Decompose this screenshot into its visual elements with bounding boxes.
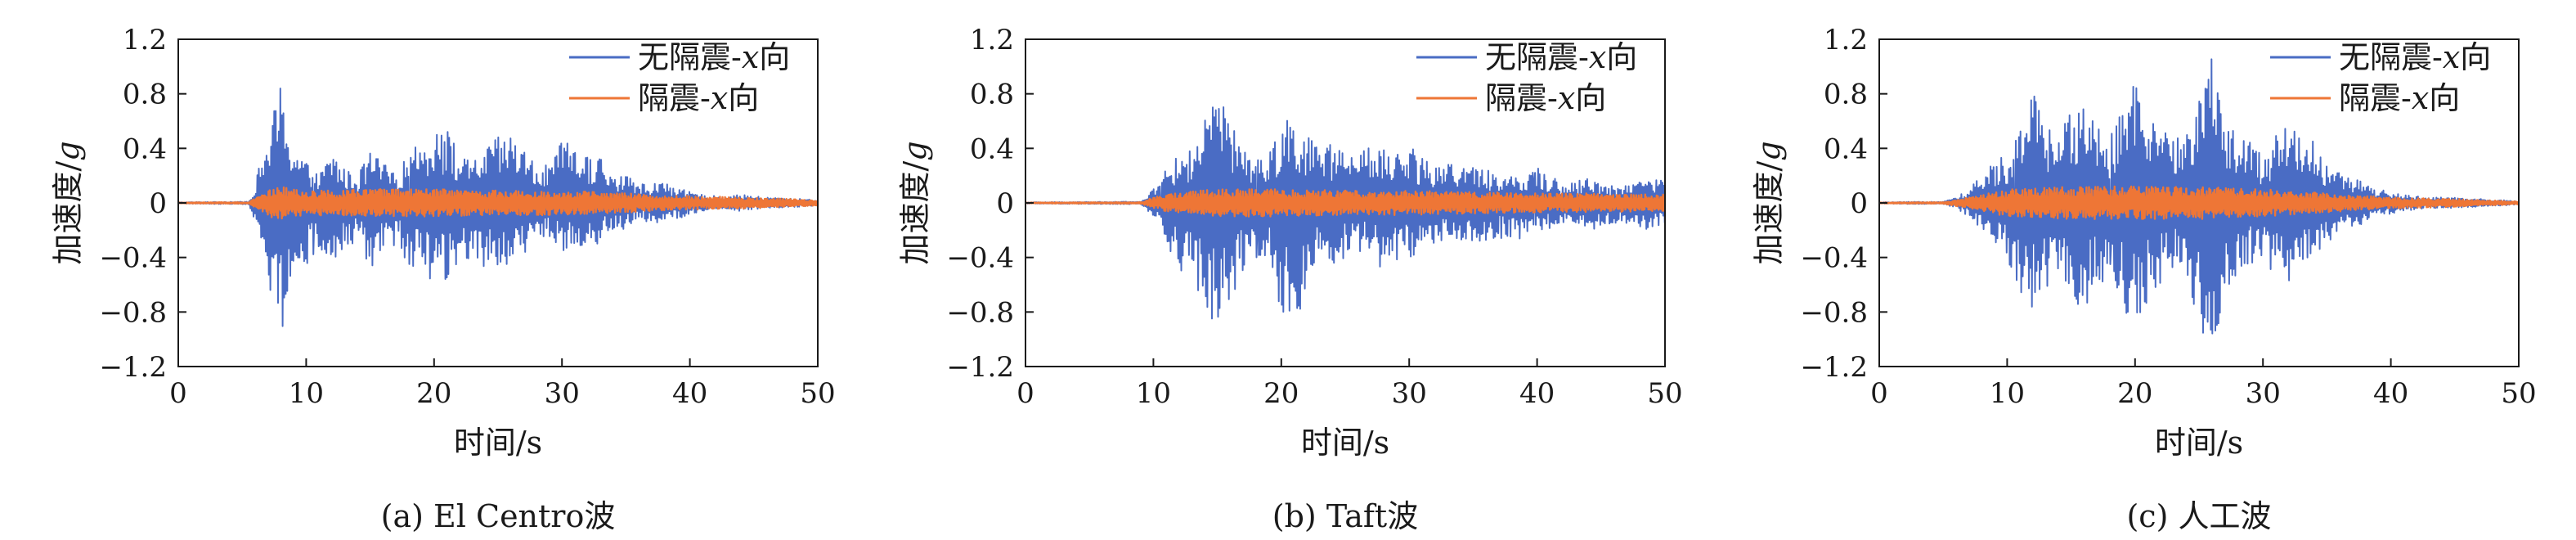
y-tick-label: 0.8	[970, 79, 1014, 111]
legend-label-isolated: 隔震-x向	[638, 80, 759, 116]
legend-label-isolated: 隔震-x向	[1485, 80, 1606, 116]
y-axis-title-text: 加速度/	[1751, 161, 1787, 265]
x-tick-label: 50	[1647, 377, 1682, 410]
legend-label-isolated: 隔震-x向	[2339, 80, 2460, 116]
y-axis-title: 加速度/g	[897, 141, 933, 264]
y-axis-title-text: 加速度/	[50, 161, 86, 265]
y-tick-label: 1.2	[970, 24, 1014, 56]
legend-label-suffix: 向	[1606, 39, 1637, 75]
series-line-isolated	[177, 186, 819, 220]
y-tick-label: −0.4	[946, 242, 1014, 275]
x-tick-label: 10	[1136, 377, 1171, 410]
x-tick-label: 30	[2246, 377, 2281, 410]
y-axis-title-unit: g	[897, 141, 933, 160]
x-tick-label: 0	[1016, 377, 1034, 410]
x-axis-title: 时间/s	[1301, 425, 1389, 461]
y-tick-label: 0.4	[123, 133, 167, 165]
y-axis-title-unit: g	[1751, 141, 1787, 160]
y-axis-title: 加速度/g	[1751, 141, 1787, 264]
y-tick-label: −0.4	[99, 242, 167, 275]
series-line-isolated	[1025, 188, 1667, 218]
y-tick-label: −0.8	[946, 296, 1014, 329]
legend-label-suffix: 向	[728, 80, 759, 116]
x-tick-label: 30	[1392, 377, 1427, 410]
legend-label-var: x	[1589, 39, 1606, 75]
series-line-isolated	[1878, 185, 2520, 220]
series-line-unisolated	[1025, 106, 1666, 320]
x-tick-label: 10	[289, 377, 324, 410]
legend-label-prefix: 隔震-	[2339, 80, 2412, 116]
legend-label-var: x	[2443, 39, 2460, 75]
legend-label-unisolated: 无隔震-x向	[638, 39, 790, 75]
legend-label-prefix: 隔震-	[1485, 80, 1558, 116]
x-tick-label: 50	[2501, 377, 2536, 410]
y-tick-label: 0.8	[1824, 79, 1868, 111]
y-tick-label: −0.4	[1800, 242, 1868, 275]
y-tick-label: 0	[1850, 187, 1868, 220]
y-axis-title-unit: g	[50, 141, 86, 160]
x-tick-label: 20	[2117, 377, 2152, 410]
legend-label-var: x	[711, 80, 728, 116]
y-tick-label: 0	[149, 187, 167, 220]
legend-label-suffix: 向	[759, 39, 790, 75]
legend-label-prefix: 无隔震-	[638, 39, 742, 75]
x-tick-label: 40	[2373, 377, 2408, 410]
subfigure-caption: (b) Taft波	[1272, 498, 1418, 534]
y-tick-label: 1.2	[123, 24, 167, 56]
x-tick-label: 30	[545, 377, 580, 410]
y-axis-title: 加速度/g	[50, 141, 86, 264]
x-axis-title: 时间/s	[2155, 425, 2243, 461]
x-tick-label: 0	[169, 377, 187, 410]
y-tick-label: −1.2	[946, 351, 1014, 384]
y-tick-label: 0.4	[1824, 133, 1868, 165]
y-tick-label: 0.8	[123, 79, 167, 111]
y-axis-title-text: 加速度/	[897, 161, 933, 265]
legend-label-prefix: 隔震-	[638, 80, 711, 116]
legend-label-prefix: 无隔震-	[2339, 39, 2443, 75]
legend-label-var: x	[2412, 80, 2429, 116]
legend-label-unisolated: 无隔震-x向	[1485, 39, 1637, 75]
x-tick-label: 20	[416, 377, 451, 410]
x-tick-label: 40	[672, 377, 707, 410]
x-tick-label: 50	[800, 377, 835, 410]
x-axis-title: 时间/s	[454, 425, 542, 461]
y-tick-label: −0.8	[1800, 296, 1868, 329]
legend-label-prefix: 无隔震-	[1485, 39, 1589, 75]
y-tick-label: −1.2	[1800, 351, 1868, 384]
x-tick-label: 0	[1870, 377, 1888, 410]
x-tick-label: 20	[1263, 377, 1299, 410]
legend-label-var: x	[742, 39, 759, 75]
legend-label-suffix: 向	[1575, 80, 1606, 116]
y-tick-label: 1.2	[1824, 24, 1868, 56]
y-tick-label: −0.8	[99, 296, 167, 329]
chart-panel-1: −1.2 −0.8 −0.4 0 0.4 0.8 1.2 0 10 20 30 40 50 时间/s 加速度…	[50, 24, 836, 534]
legend-label-unisolated: 无隔震-x向	[2339, 39, 2491, 75]
x-tick-label: 40	[1519, 377, 1555, 410]
y-tick-label: 0	[996, 187, 1014, 220]
y-tick-label: 0.4	[970, 133, 1014, 165]
chart-panel-3: −1.2 −0.8 −0.4 0 0.4 0.8 1.2 0 10 20 30 40 50 时间/s 加速度…	[1751, 24, 2537, 534]
subfigure-caption: (a) El Centro波	[381, 498, 616, 534]
legend-label-suffix: 向	[2429, 80, 2460, 116]
subfigure-caption: (c) 人工波	[2126, 498, 2271, 534]
y-tick-label: −1.2	[99, 351, 167, 384]
chart-panel-2: −1.2 −0.8 −0.4 0 0.4 0.8 1.2 0 10 20 30 40 50 时间/s 加速度…	[897, 24, 1683, 534]
legend-label-suffix: 向	[2460, 39, 2491, 75]
x-tick-label: 10	[1990, 377, 2025, 410]
legend-label-var: x	[1558, 80, 1575, 116]
